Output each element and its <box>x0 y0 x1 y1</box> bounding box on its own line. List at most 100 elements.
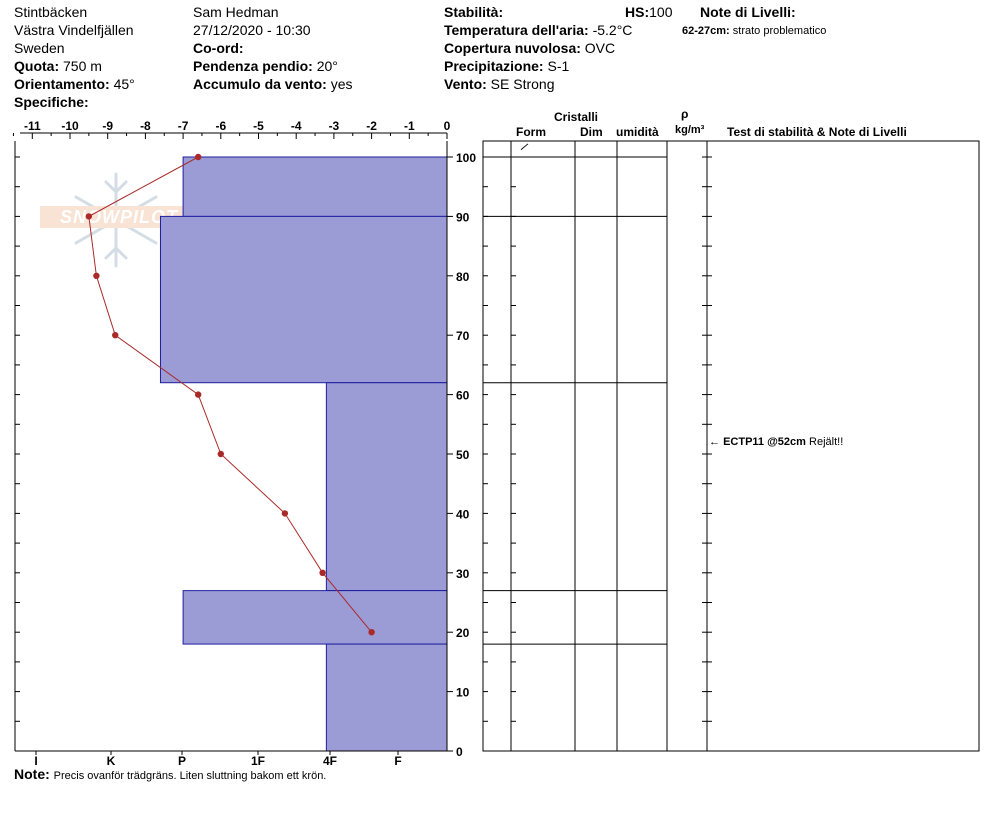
snow-height: HS:100 <box>625 4 672 20</box>
layer-note-text: strato problematico <box>732 25 827 37</box>
wind-loading-value: yes <box>330 76 353 92</box>
depth-tick-label: 50 <box>456 448 470 462</box>
cloud-cover-value: OVC <box>584 40 616 56</box>
temperature-tick-label: 0 <box>444 119 451 133</box>
snow-height-label: HS: <box>625 4 650 20</box>
hardness-tick-label: F <box>394 754 401 768</box>
temperature-point <box>368 629 375 636</box>
temperature-point <box>194 153 202 161</box>
elevation-value: 750 m <box>63 58 102 74</box>
slope-angle: Pendenza pendio: 20° <box>193 58 338 74</box>
temperature-tick-label: -6 <box>215 119 226 133</box>
depth-tick-label: 20 <box>456 626 470 640</box>
hardness-layers <box>159 156 448 752</box>
precipitation: Precipitazione: S-1 <box>444 58 569 74</box>
wind-loading: Accumulo da vento: yes <box>193 76 352 92</box>
layer-note-range: 62-27cm: <box>682 25 730 37</box>
observer-name: Sam Hedman <box>193 4 279 20</box>
temperature-point <box>281 510 289 517</box>
temperature-tick-label: -3 <box>329 119 340 133</box>
temperature-tick-label: -1 <box>404 119 415 133</box>
hardness-tick-label: I <box>34 754 37 768</box>
test-note: Rejält!! <box>809 436 844 448</box>
coordinates-label: Co-ord: <box>193 40 244 56</box>
observation-datetime: 27/12/2020 - 10:30 <box>193 22 311 38</box>
wind-loading-label: Accumulo da vento: <box>193 76 327 92</box>
moisture-header: umidità <box>616 125 659 139</box>
aspect-label: Orientamento: <box>14 76 110 92</box>
temperature-tick-label: -7 <box>178 119 189 133</box>
snowpilot-watermark: SNOWPILOT <box>40 172 200 268</box>
stability-tests-header: Test di stabilità & Note di Livelli <box>727 125 907 139</box>
air-temperature: Temperatura dell'aria: -5.2°C <box>444 22 632 38</box>
slope-angle-value: 20° <box>316 58 338 74</box>
temperature-point <box>93 272 100 279</box>
size-header: Dim <box>580 125 603 139</box>
stability-label: Stabilità: <box>444 4 504 20</box>
temperature-point <box>319 569 326 576</box>
footnote-label: Note: <box>14 766 50 782</box>
temperature-point <box>112 332 119 339</box>
temperature-tick-label: -10 <box>61 119 79 133</box>
grain-form-symbol: / <box>519 140 530 154</box>
crystals-header: Cristalli <box>554 110 599 124</box>
slope-angle-label: Pendenza pendio: <box>193 58 313 74</box>
wind-label: Vento: <box>444 76 487 92</box>
wind-value: SE Strong <box>490 76 555 92</box>
temperature-tick-label: -11 <box>24 119 41 133</box>
region-name: Västra Vindelfjällen <box>14 22 134 38</box>
test-code: ECTP11 @52cm <box>723 436 806 448</box>
hardness-layer <box>182 156 448 217</box>
depth-tick-label: 100 <box>456 151 476 165</box>
snow-height-value: 100 <box>649 4 673 20</box>
arrow-left-icon: ← <box>709 436 720 448</box>
hardness-layer <box>159 215 448 384</box>
layer-note: 62-27cm: strato problematico <box>682 23 826 39</box>
density-unit: kg/m³ <box>675 124 705 136</box>
elevation: Quota: 750 m <box>14 58 102 74</box>
form-header: Form <box>516 125 546 139</box>
site-name: Stintbäcken <box>14 4 88 20</box>
temperature-point <box>85 213 93 220</box>
hardness-layer <box>325 382 448 592</box>
depth-tick-label: 0 <box>456 745 463 759</box>
aspect-value: 45° <box>113 76 135 92</box>
density-symbol: ρ <box>681 107 689 121</box>
temperature-tick-label: -9 <box>102 119 113 133</box>
air-temperature-label: Temperatura dell'aria: <box>444 22 589 38</box>
footnote-text: Precis ovanför trädgräns. Liten sluttnin… <box>53 770 327 782</box>
layer-table: / <box>482 140 980 752</box>
hardness-tick-label: 1F <box>251 754 265 768</box>
temperature-point <box>194 391 202 398</box>
hardness-layer <box>325 643 448 752</box>
temperature-profile <box>85 153 375 636</box>
stability-test-note: ← ECTP11 @52cm Rejält!! <box>709 436 843 449</box>
depth-tick-label: 70 <box>456 329 470 343</box>
layer-notes-label: Note di Livelli: <box>700 4 796 20</box>
precipitation-label: Precipitazione: <box>444 58 544 74</box>
wind: Vento: SE Strong <box>444 76 555 92</box>
hardness-tick-label: K <box>107 754 116 768</box>
depth-tick-label: 10 <box>456 686 470 700</box>
footnote: Note: Precis ovanför trädgräns. Liten sl… <box>14 766 326 784</box>
hardness-tick-label: P <box>178 754 186 768</box>
temperature-point <box>217 450 224 458</box>
country-name: Sweden <box>14 40 65 56</box>
aspect: Orientamento: 45° <box>14 76 135 92</box>
temperature-tick-label: -8 <box>140 119 151 133</box>
depth-tick-label: 90 <box>456 210 470 224</box>
temperature-tick-label: -5 <box>253 119 264 133</box>
depth-tick-label: 30 <box>456 567 470 581</box>
temperature-tick-label: -2 <box>366 119 377 133</box>
cloud-cover-label: Copertura nuvolosa: <box>444 40 581 56</box>
chart-frame: -11 -10 -9 -8 -7 -6 -5 -4 -3 -2 -1 0010203040506070… <box>12 119 476 768</box>
specifics-label: Specifiche: <box>14 94 89 110</box>
precipitation-value: S-1 <box>547 58 570 74</box>
depth-tick-label: 40 <box>456 507 470 521</box>
air-temperature-value: -5.2°C <box>592 22 633 38</box>
elevation-label: Quota: <box>14 58 60 74</box>
hardness-layer <box>182 590 448 645</box>
depth-tick-label: 80 <box>456 270 470 284</box>
hardness-tick-label: 4F <box>323 754 337 768</box>
